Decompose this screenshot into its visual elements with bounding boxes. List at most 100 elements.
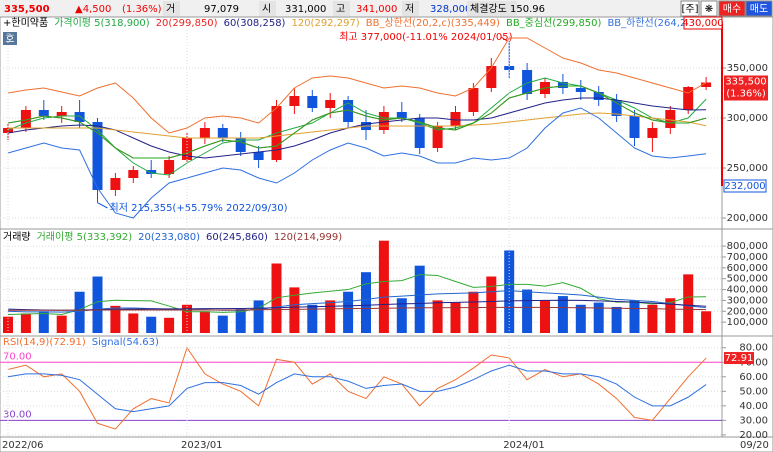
y-tick-label: 400,000	[727, 285, 768, 296]
range-box	[683, 16, 723, 30]
range-label: 232,000	[724, 181, 765, 192]
annotation-arrow	[500, 36, 508, 42]
candle-body	[289, 96, 300, 106]
indicator-line	[7, 85, 707, 159]
panel-title: 거래량	[3, 231, 31, 243]
button-label[interactable]: [주]	[681, 4, 698, 15]
candle-body	[396, 112, 407, 118]
chart-area	[0, 16, 773, 452]
volume-bar	[235, 309, 246, 333]
candle-body	[575, 88, 586, 92]
candle-body	[307, 96, 318, 108]
level-label: 70.00	[3, 351, 32, 362]
volume-bar	[575, 304, 586, 333]
indicator-line	[7, 97, 707, 159]
value-box-label: 72.91	[725, 353, 754, 364]
change: ▲4,500	[75, 4, 111, 15]
x-tick-label: 2024/01	[503, 440, 545, 451]
annotation-arrow	[97, 202, 108, 209]
volume-bar	[468, 291, 479, 333]
volume-bar	[378, 240, 389, 333]
candle-body	[164, 160, 175, 174]
candle-body	[468, 88, 479, 112]
field-label-bg	[467, 1, 517, 16]
price-box-label: (1.36%)	[726, 89, 766, 100]
field-label: 거	[166, 3, 175, 15]
candle-body	[432, 126, 443, 148]
field-label-bg	[163, 1, 180, 16]
price-box-label: 335,500	[725, 77, 766, 88]
y-tick-label: 300,000	[727, 295, 768, 306]
y-tick-label: 50.00	[739, 386, 768, 397]
y-tick-label: 30.00	[739, 415, 768, 426]
volume-bar	[217, 315, 228, 333]
field-value: 97,079	[204, 4, 239, 15]
candle-body	[522, 70, 533, 94]
legend-entry: 60(308,258)	[224, 18, 286, 29]
y-tick-label: 300,000	[727, 113, 768, 124]
level-label: 30.00	[3, 409, 32, 420]
volume-bar	[56, 315, 67, 333]
volume-bar	[307, 304, 318, 333]
y-tick-label: 500,000	[727, 274, 768, 285]
y-tick-label: 100,000	[727, 317, 768, 328]
button-label[interactable]: ❋	[705, 4, 713, 15]
volume-bar	[146, 316, 157, 333]
button-label[interactable]: 매도	[750, 3, 768, 15]
candle-body	[414, 118, 425, 148]
candle-body	[611, 100, 622, 116]
indicator-line	[7, 364, 707, 413]
candle-body	[378, 112, 389, 130]
volume-bar	[199, 311, 210, 333]
button-label[interactable]: 호	[5, 33, 14, 45]
button[interactable]	[745, 0, 773, 17]
button[interactable]	[680, 0, 700, 17]
legend-entry: BB_중심선(299,850)	[506, 17, 602, 29]
volume-bar	[683, 274, 694, 333]
candle-body	[450, 112, 461, 126]
volume-bar	[665, 298, 676, 333]
field-value: 328,000	[430, 4, 471, 15]
candle-body	[504, 66, 515, 70]
candle-body	[146, 170, 157, 174]
annotation: 최저 215,355(+55.79% 2022/09/30)	[110, 202, 288, 214]
volume-bar	[432, 300, 443, 333]
volume-bar	[289, 287, 300, 333]
legend-entry: BB_상한선(20,2,c)(335,449)	[366, 17, 500, 29]
range-label: 430,000	[682, 18, 723, 29]
candle-body	[56, 112, 67, 116]
button[interactable]	[3, 32, 17, 45]
candle-body	[325, 100, 336, 108]
candle-body	[92, 122, 103, 190]
legend-entry: 20(299,850)	[156, 18, 218, 29]
volume-bar	[414, 265, 425, 333]
candle-body	[343, 100, 354, 122]
range-box	[723, 179, 767, 193]
y-tick-label: 600,000	[727, 263, 768, 274]
candle-body	[557, 82, 568, 88]
volume-bar	[701, 311, 712, 333]
value-box	[724, 352, 754, 365]
legend-entry: 거래이평 5(333,392)	[37, 231, 133, 243]
y-tick-label: 80.00	[739, 343, 768, 354]
indicator-line	[7, 346, 707, 430]
volume-bar	[20, 313, 31, 333]
button[interactable]	[718, 0, 746, 17]
field-label: 저	[405, 3, 414, 15]
y-tick-label: 20.00	[739, 430, 768, 441]
button-label[interactable]: 매수	[723, 3, 741, 15]
candle-body	[128, 170, 139, 178]
price-box	[724, 75, 768, 101]
x-tick-label: 2023/01	[181, 440, 223, 451]
legend-entry: 120(292,297)	[291, 18, 359, 29]
candle-body	[253, 152, 264, 160]
button[interactable]	[700, 0, 718, 17]
x-tick-label: 09/20	[740, 440, 769, 451]
annotation: 최고 377,000(-11.01% 2024/01/05)	[339, 31, 512, 43]
y-tick-label: 350,000	[727, 63, 768, 74]
volume-bar	[110, 305, 121, 333]
candle-body	[647, 128, 658, 138]
indicator-line	[7, 290, 707, 313]
legend-entry: 가격이평 5(318,900)	[54, 16, 150, 29]
